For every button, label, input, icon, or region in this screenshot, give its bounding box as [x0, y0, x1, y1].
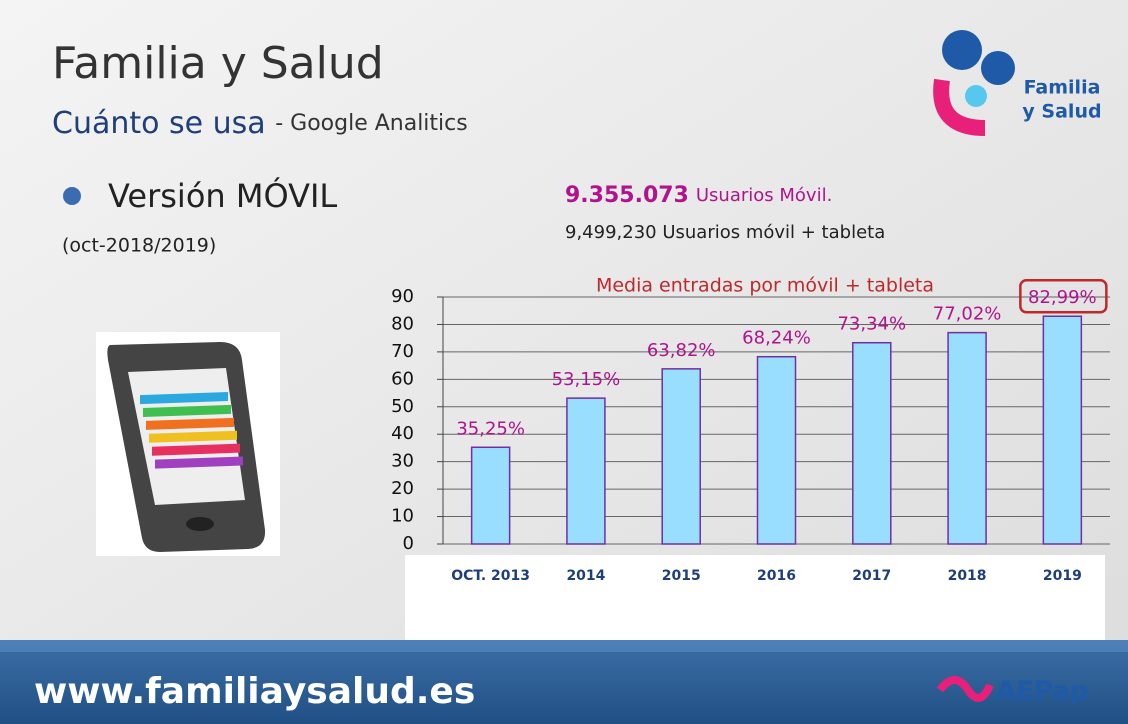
x-tick-label: 2014 [566, 568, 605, 584]
y-tick-label: 70 [391, 341, 414, 362]
y-tick-label: 40 [391, 423, 414, 444]
bar [470, 446, 511, 545]
y-tick-label: 10 [391, 506, 414, 527]
bar [1042, 315, 1083, 545]
y-tick-label: 60 [391, 368, 414, 389]
footer-brand: AEPap [996, 677, 1088, 707]
value-label: 35,25% [456, 418, 525, 439]
x-tick-label: 2016 [757, 568, 796, 584]
chart: Media entradas por móvil + tableta 0 10 20 3… [391, 275, 1110, 584]
total-users: 9,499,230 Usuarios móvil + tableta [565, 222, 885, 243]
chart-panel [405, 555, 1105, 648]
footer [0, 640, 1128, 724]
x-tick-label: OCT. 2013 [451, 568, 530, 584]
bullet [63, 187, 81, 205]
value-label: 53,15% [552, 369, 621, 390]
x-tick-label: 2015 [662, 568, 701, 584]
logo: Familia y Salud [933, 30, 1102, 136]
section-title: Versión MÓVIL [108, 176, 337, 215]
x-tick-label: 2017 [852, 568, 891, 584]
value-label: 82,99% [1028, 287, 1097, 308]
bar [852, 341, 892, 545]
x-tick-label: 2018 [948, 568, 987, 584]
period: (oct-2018/2019) [62, 235, 216, 257]
y-tick-label: 30 [391, 451, 414, 472]
bar [661, 368, 701, 545]
title: Familia y Salud [52, 38, 384, 89]
subtitle: Cuánto se usa - Google Analitics [52, 106, 468, 141]
x-tick-label: 2019 [1043, 568, 1082, 584]
highlight-box [1019, 278, 1108, 314]
y-tick-label: 50 [391, 396, 414, 417]
bar [947, 331, 987, 545]
chart-title: Media entradas por móvil + tableta [596, 275, 934, 297]
bar [756, 355, 797, 545]
footer-strip [0, 640, 1128, 652]
y-tick-label: 90 [391, 286, 414, 307]
mobile-users: 9.355.073 Usuarios Móvil. [565, 183, 832, 208]
bar [566, 397, 606, 545]
value-label: 63,82% [647, 340, 716, 361]
value-label: 68,24% [742, 328, 811, 349]
phone-image [96, 332, 280, 556]
y-tick-label: 80 [391, 313, 414, 334]
logo-text: y Salud [1022, 101, 1101, 123]
logo-text: Familia [1024, 77, 1101, 99]
value-label: 77,02% [933, 304, 1002, 325]
y-tick-label: 0 [403, 533, 414, 554]
y-tick-label: 20 [391, 478, 414, 499]
brand-mark [936, 676, 994, 702]
footer-url: www.familiaysalud.es [34, 671, 475, 712]
value-label: 73,34% [837, 314, 906, 335]
